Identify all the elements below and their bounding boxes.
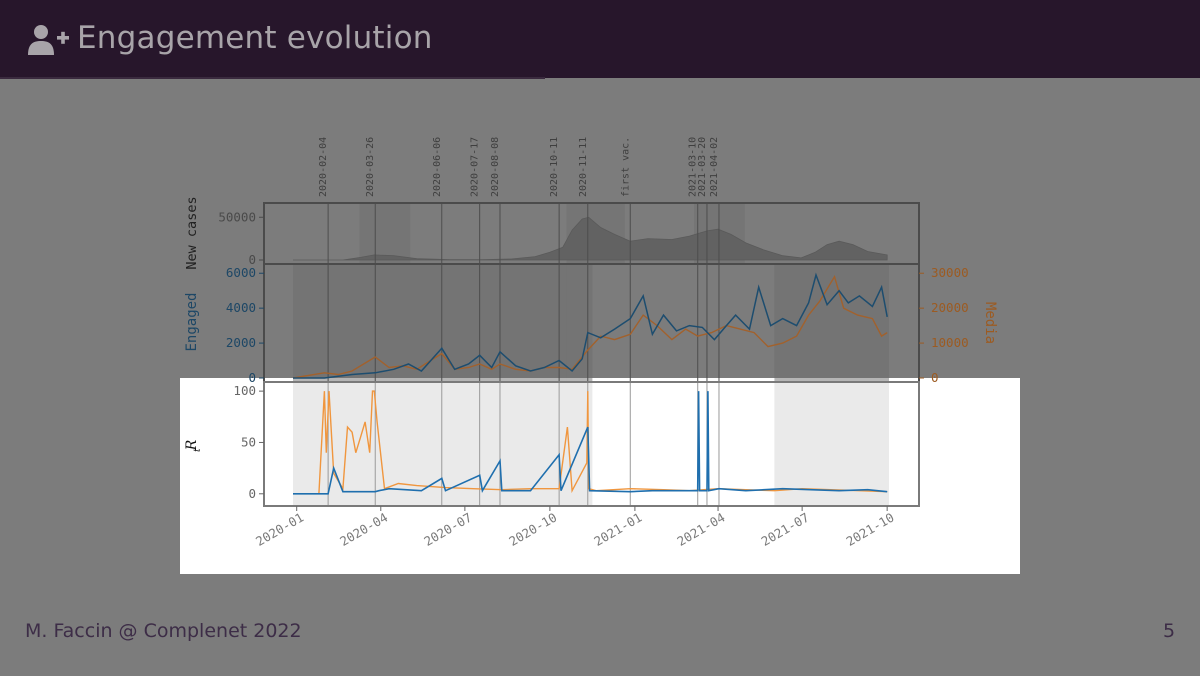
engaged-series-line — [293, 272, 888, 379]
event-label: 2020-11-11 — [578, 137, 589, 197]
cases-ylabel: New cases — [184, 196, 200, 269]
shaded-period-engagement — [566, 264, 593, 382]
rt-engaged-line — [293, 391, 888, 495]
panel-frame — [263, 381, 920, 507]
event-label: 2020-10-11 — [549, 137, 560, 197]
event-label: 2020-02-04 — [318, 137, 329, 197]
cases-y-tick-label: 50000 — [218, 209, 256, 224]
x-tick-label: 2021-04 — [674, 510, 727, 549]
x-tick-label: 2020-10 — [506, 510, 559, 549]
engaged-y-tick-label: 6000 — [226, 265, 256, 280]
shaded-period-rt — [774, 382, 889, 506]
event-label: 2021-03-20 — [697, 137, 708, 197]
cases-area — [293, 216, 888, 261]
slide-title: Engagement evolution — [77, 20, 433, 56]
rt-y-tick-label: 0 — [248, 486, 256, 501]
media-series-line — [292, 274, 888, 379]
shaded-period-top — [359, 203, 411, 264]
media-y-tick-label: 0 — [931, 370, 939, 385]
event-label: first vac. — [620, 137, 631, 197]
event-label: 2020-03-26 — [365, 137, 376, 197]
rt-media-line — [293, 390, 888, 495]
x-tick-label: 2021-01 — [591, 510, 644, 549]
shaded-period-engagement — [293, 264, 567, 382]
engaged-y-tick-label: 2000 — [226, 335, 256, 350]
slide-header: Engagement evolution — [0, 0, 1200, 78]
media-y-tick-label: 10000 — [931, 335, 969, 350]
x-tick-label: 2021-07 — [759, 510, 812, 549]
x-tick-label: 2020-07 — [421, 510, 474, 549]
page-number: 5 — [1163, 620, 1176, 642]
event-label: 2020-08-08 — [490, 137, 501, 197]
shaded-period-rt — [293, 382, 567, 506]
event-label: 2021-03-10 — [688, 137, 699, 197]
engaged-y-tick-label: 4000 — [226, 300, 256, 315]
shaded-period-engagement — [774, 264, 889, 382]
x-tick-label: 2021-10 — [844, 510, 897, 549]
engaged-y-tick-label: 0 — [248, 370, 256, 385]
media-ylabel: Media — [982, 302, 998, 344]
cases-y-tick-label: 0 — [248, 252, 256, 267]
engaged-ylabel: Engaged — [184, 292, 200, 351]
rt-y-tick-label: 50 — [241, 434, 256, 449]
media-y-tick-label: 30000 — [931, 265, 969, 280]
header-divider — [0, 77, 545, 79]
footer-author: M. Faccin @ Complenet 2022 — [25, 620, 302, 642]
rt-ylabel: R — [184, 439, 200, 451]
media-y-tick-label: 20000 — [931, 300, 969, 315]
x-tick-label: 2020-01 — [253, 510, 306, 549]
event-label: 2021-04-02 — [709, 137, 720, 197]
event-label: 2020-06-06 — [432, 137, 443, 197]
event-label: 2020-07-17 — [470, 137, 481, 197]
rt-ylabel-subscript: t — [193, 448, 203, 452]
rt-y-tick-label: 100 — [233, 383, 256, 398]
user-plus-icon — [28, 25, 69, 55]
x-tick-label: 2020-04 — [337, 510, 390, 549]
